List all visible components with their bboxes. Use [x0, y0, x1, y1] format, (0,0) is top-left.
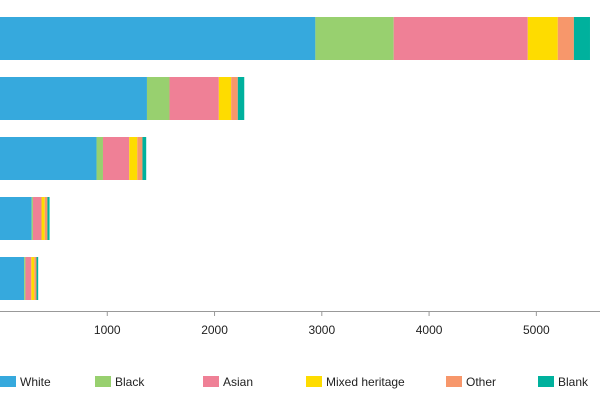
- legend-swatch-asian: [203, 376, 219, 387]
- bar-segment-black-1: [315, 17, 394, 60]
- legend-swatch-blank: [538, 376, 554, 387]
- bar-segment-blank-5: [36, 257, 39, 300]
- bar-segment-white-1: [0, 17, 316, 60]
- bars-group: [0, 17, 590, 300]
- bar-segment-blank-1: [573, 17, 590, 60]
- x-tick-label: 4000: [416, 323, 443, 337]
- legend-swatch-other: [446, 376, 462, 387]
- bar-segment-blank-3: [142, 137, 147, 180]
- legend-label-white: White: [20, 375, 51, 389]
- bar-segment-other-2: [231, 77, 238, 120]
- bar-segment-black-2: [146, 77, 170, 120]
- bar-segment-mixed-heritage-2: [218, 77, 232, 120]
- bar-segment-white-4: [0, 197, 32, 240]
- bar-segment-mixed-heritage-1: [527, 17, 558, 60]
- bar-segment-asian-2: [169, 77, 219, 120]
- legend-swatch-black: [95, 376, 111, 387]
- bar-segment-mixed-heritage-5: [31, 257, 35, 300]
- bar-segment-white-2: [0, 77, 147, 120]
- bar-segment-black-3: [96, 137, 103, 180]
- bar-segment-mixed-heritage-3: [129, 137, 138, 180]
- x-tick-label: 2000: [201, 323, 228, 337]
- legend-label-mixed-heritage: Mixed heritage: [326, 375, 405, 389]
- bar-segment-other-5: [34, 257, 37, 300]
- bar-segment-black-4: [31, 197, 33, 240]
- legend-label-asian: Asian: [223, 375, 253, 389]
- bar-segment-other-1: [557, 17, 574, 60]
- x-tick-label: 3000: [308, 323, 335, 337]
- x-tick-label: 5000: [523, 323, 550, 337]
- bar-segment-white-3: [0, 137, 97, 180]
- bar-segment-black-5: [24, 257, 26, 300]
- legend-label-black: Black: [115, 375, 145, 389]
- bar-segment-asian-1: [393, 17, 528, 60]
- legend: White Black Asian Mixed heritage Other Blank: [0, 375, 589, 389]
- bar-segment-asian-3: [102, 137, 130, 180]
- x-tick-label: 1000: [94, 323, 121, 337]
- bar-segment-blank-4: [47, 197, 50, 240]
- bar-segment-other-4: [44, 197, 48, 240]
- bar-segment-blank-2: [237, 77, 245, 120]
- legend-label-blank: Blank: [558, 375, 589, 389]
- legend-swatch-mixed-heritage: [306, 376, 322, 387]
- bar-segment-mixed-heritage-4: [41, 197, 45, 240]
- bar-segment-white-5: [0, 257, 25, 300]
- legend-label-other: Other: [466, 375, 496, 389]
- bar-segment-asian-5: [25, 257, 32, 300]
- legend-swatch-white: [0, 376, 16, 387]
- x-axis-ticks: 1000 2000 3000 4000 5000: [94, 311, 550, 337]
- bar-segment-other-3: [137, 137, 143, 180]
- bar-segment-asian-4: [32, 197, 42, 240]
